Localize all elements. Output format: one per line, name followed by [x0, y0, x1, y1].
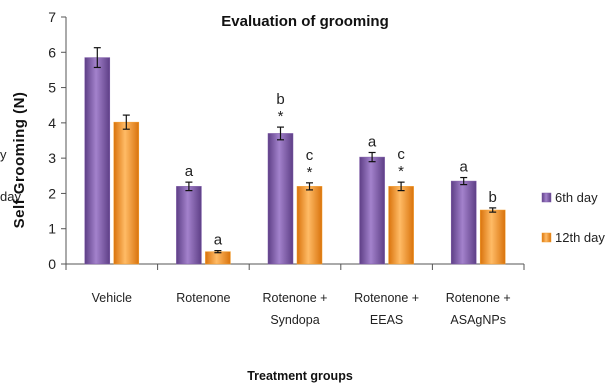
legend-swatch-12th-day: [541, 232, 552, 243]
significance-label: *: [278, 108, 284, 125]
legend-label-12th-day: 12th day: [555, 230, 605, 245]
bar-12th-day: [479, 209, 506, 265]
x-tick-label: Rotenone +: [446, 291, 511, 305]
chart-title: Evaluation of grooming: [221, 13, 389, 30]
x-tick-label: ASAgNPs: [450, 313, 506, 327]
bar-12th-day: [296, 186, 323, 265]
significance-label: a: [185, 163, 194, 180]
bar-12th-day: [113, 121, 140, 265]
y-axis: 0 1 2 3 4 5 6 7: [48, 9, 67, 272]
y-tick-label: 4: [48, 115, 56, 131]
cropped-legend-fragment: y: [0, 147, 7, 162]
bar-6th-day: [450, 180, 477, 265]
bar-6th-day: [359, 156, 385, 265]
y-tick-label: 3: [48, 150, 56, 166]
bar-12th-day: [388, 186, 414, 265]
x-tick-label: Rotenone +: [354, 291, 419, 305]
x-tick-label: Vehicle: [92, 291, 132, 305]
bars: aa*b*ca*cab: [84, 47, 506, 265]
bar-6th-day: [84, 57, 111, 265]
significance-label: c: [306, 147, 314, 164]
x-tick-label: Rotenone +: [263, 291, 328, 305]
y-axis-label: Self Grooming (N): [11, 92, 28, 229]
bar-6th-day: [176, 186, 202, 265]
bar-6th-day: [267, 133, 294, 265]
category-labels: Vehicle Rotenone Rotenone + Syndopa Rotenone…: [92, 291, 511, 327]
bar-12th-day: [205, 251, 231, 265]
x-axis: [65, 263, 525, 270]
x-tick-label: Rotenone: [176, 291, 230, 305]
x-tick-label: Syndopa: [270, 313, 319, 327]
significance-label: a: [368, 133, 377, 150]
y-tick-label: 1: [48, 221, 56, 237]
significance-label: *: [307, 164, 313, 181]
cropped-legend-fragment: day: [0, 189, 21, 204]
significance-label: *: [398, 163, 404, 180]
legend-swatch-6th-day: [541, 192, 552, 203]
y-tick-label: 2: [48, 185, 56, 201]
significance-label: a: [214, 232, 223, 249]
y-tick-label: 5: [48, 80, 56, 96]
significance-label: c: [397, 146, 405, 163]
legend-label-6th-day: 6th day: [555, 190, 598, 205]
y-tick-label: 7: [48, 9, 56, 25]
x-tick-label: EEAS: [370, 313, 403, 327]
significance-label: b: [276, 91, 284, 108]
significance-label: b: [489, 189, 497, 206]
y-tick-label: 0: [48, 256, 56, 272]
legend: 6th day 12th day: [541, 190, 605, 245]
x-axis-label: Treatment groups: [247, 369, 353, 383]
significance-label: a: [460, 159, 469, 176]
y-tick-label: 6: [48, 44, 56, 60]
